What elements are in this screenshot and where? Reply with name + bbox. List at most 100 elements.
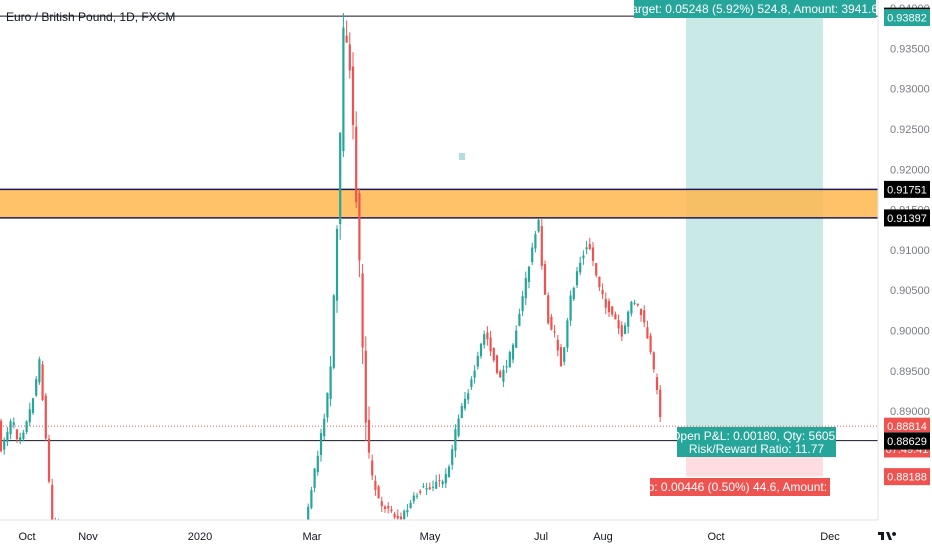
candle-body bbox=[534, 234, 536, 248]
price-tick-label: 0.90500 bbox=[890, 285, 930, 297]
profit-zone[interactable] bbox=[686, 18, 823, 441]
time-tick-label: Dec bbox=[820, 531, 840, 543]
candle-body bbox=[26, 421, 28, 432]
candle-body bbox=[483, 334, 485, 345]
candle-body bbox=[464, 399, 466, 409]
candle-body bbox=[630, 302, 632, 314]
time-tick-label: May bbox=[420, 531, 441, 543]
candle-body bbox=[621, 325, 623, 336]
candle-body bbox=[525, 278, 527, 298]
candle-body bbox=[554, 331, 556, 332]
candle-body bbox=[627, 312, 629, 327]
candle-body bbox=[387, 506, 389, 508]
candle-body bbox=[336, 229, 338, 301]
price-tick-label: 0.90000 bbox=[890, 326, 930, 338]
candle-body bbox=[560, 347, 562, 366]
price-tick-label: 0.89000 bbox=[890, 406, 930, 418]
stop-label: Stop: 0.00446 (0.50%) 44.6, Amount: 750 bbox=[630, 480, 851, 494]
time-axis-background bbox=[0, 520, 932, 550]
candle-body bbox=[29, 409, 31, 422]
candle-body bbox=[330, 366, 332, 399]
candle-body bbox=[486, 333, 488, 340]
price-tick-label: 0.89500 bbox=[890, 366, 930, 378]
time-tick-label: Aug bbox=[593, 531, 613, 543]
candle-body bbox=[602, 290, 604, 294]
candle-body bbox=[515, 331, 517, 348]
time-tick-label: Oct bbox=[707, 531, 724, 543]
candle-body bbox=[522, 296, 524, 311]
candle-body bbox=[448, 467, 450, 478]
candle-body bbox=[6, 432, 8, 442]
candle-body bbox=[326, 393, 328, 418]
candle-body bbox=[547, 295, 549, 323]
candle-body bbox=[582, 255, 584, 258]
candle-body bbox=[435, 482, 437, 489]
candle-body bbox=[42, 364, 44, 400]
candle-body bbox=[528, 267, 530, 282]
candle-body bbox=[51, 485, 53, 520]
candle-body bbox=[579, 263, 581, 273]
candle-body bbox=[35, 379, 37, 395]
risk-reward-label: Risk/Reward Ratio: 11.77 bbox=[689, 442, 824, 456]
candle-body bbox=[640, 309, 642, 315]
candle-body bbox=[445, 474, 447, 483]
candle-body bbox=[323, 419, 325, 437]
candle-body bbox=[416, 496, 418, 497]
candle-body bbox=[563, 347, 565, 362]
candle-body bbox=[454, 429, 456, 450]
candle-body bbox=[544, 264, 546, 295]
candle-body bbox=[659, 390, 661, 417]
candle-body bbox=[650, 336, 652, 352]
price-tick-label: 0.93500 bbox=[890, 43, 930, 55]
candle-body bbox=[656, 377, 658, 390]
candle-body bbox=[646, 327, 648, 338]
candle-body bbox=[406, 510, 408, 512]
candle-body bbox=[541, 226, 543, 266]
candle-body bbox=[422, 486, 424, 487]
candle-body bbox=[346, 36, 348, 43]
candle-body bbox=[618, 320, 620, 328]
tradingview-logo bbox=[874, 526, 902, 544]
candle-body bbox=[502, 370, 504, 382]
candle-body bbox=[570, 295, 572, 320]
candle-body bbox=[390, 509, 392, 511]
candle-body bbox=[333, 295, 335, 367]
candle-body bbox=[371, 461, 373, 476]
candle-body bbox=[432, 487, 434, 488]
candle-body bbox=[598, 277, 600, 287]
time-tick-label: Mar bbox=[303, 531, 322, 543]
candle-body bbox=[403, 511, 405, 519]
candle-body bbox=[339, 132, 341, 224]
resistance-zone[interactable] bbox=[0, 189, 878, 218]
candle-body bbox=[442, 481, 444, 484]
candle-body bbox=[48, 439, 50, 482]
candle-body bbox=[394, 514, 396, 517]
candle-body bbox=[451, 449, 453, 465]
target-label: Target: 0.05248 (5.92%) 524.8, Amount: 3… bbox=[625, 2, 885, 16]
candle-body bbox=[22, 433, 24, 439]
time-tick-label: 2020 bbox=[188, 531, 212, 543]
candle-body bbox=[461, 406, 463, 418]
candle-body bbox=[378, 486, 380, 498]
candle-body bbox=[16, 430, 18, 440]
candle-body bbox=[518, 314, 520, 326]
candle-body bbox=[429, 487, 431, 489]
candle-body bbox=[413, 496, 415, 502]
candle-body bbox=[550, 317, 552, 330]
candle-body bbox=[314, 469, 316, 488]
candle-body bbox=[19, 437, 21, 440]
candle-body bbox=[0, 421, 2, 451]
candle-body bbox=[595, 263, 597, 275]
candle-body bbox=[320, 433, 322, 455]
candle-body bbox=[477, 356, 479, 366]
candle-body bbox=[538, 220, 540, 232]
candle-body bbox=[355, 127, 357, 202]
price-tick-label: 0.92500 bbox=[890, 124, 930, 136]
candle-body bbox=[496, 355, 498, 372]
candle-body bbox=[557, 340, 559, 351]
candle-body bbox=[576, 271, 578, 285]
candle-body bbox=[3, 440, 5, 450]
candle-body bbox=[512, 345, 514, 360]
